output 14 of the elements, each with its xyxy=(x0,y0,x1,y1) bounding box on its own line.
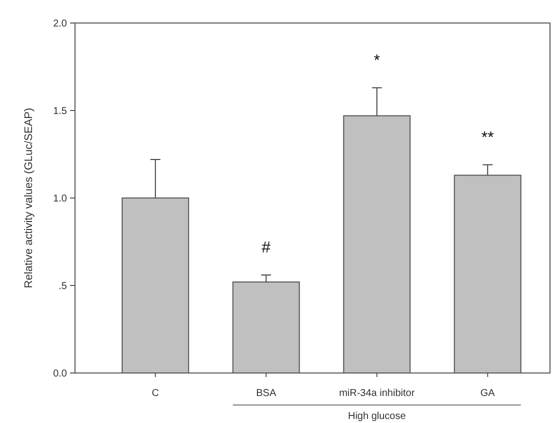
x-tick-label: BSA xyxy=(256,388,276,399)
x-tick-label: GA xyxy=(480,388,496,399)
y-tick-label: 1.5 xyxy=(53,106,68,117)
annotation: * xyxy=(374,52,380,70)
annotation: # xyxy=(262,240,271,257)
text: High glucose xyxy=(348,411,406,422)
y-tick-label: 0.0 xyxy=(53,368,68,380)
annotation: ** xyxy=(481,129,494,146)
y-tick-label: 1.0 xyxy=(53,194,68,204)
y-tick-label: 2.0 xyxy=(53,18,68,30)
x-tick-label: miR-34a inhibitor xyxy=(339,388,416,399)
x-tick-label: C xyxy=(152,388,159,399)
y-axis-title: Relative activity values (GLuc/SEAP) xyxy=(23,108,35,288)
y-tick-label: .5 xyxy=(58,281,68,292)
